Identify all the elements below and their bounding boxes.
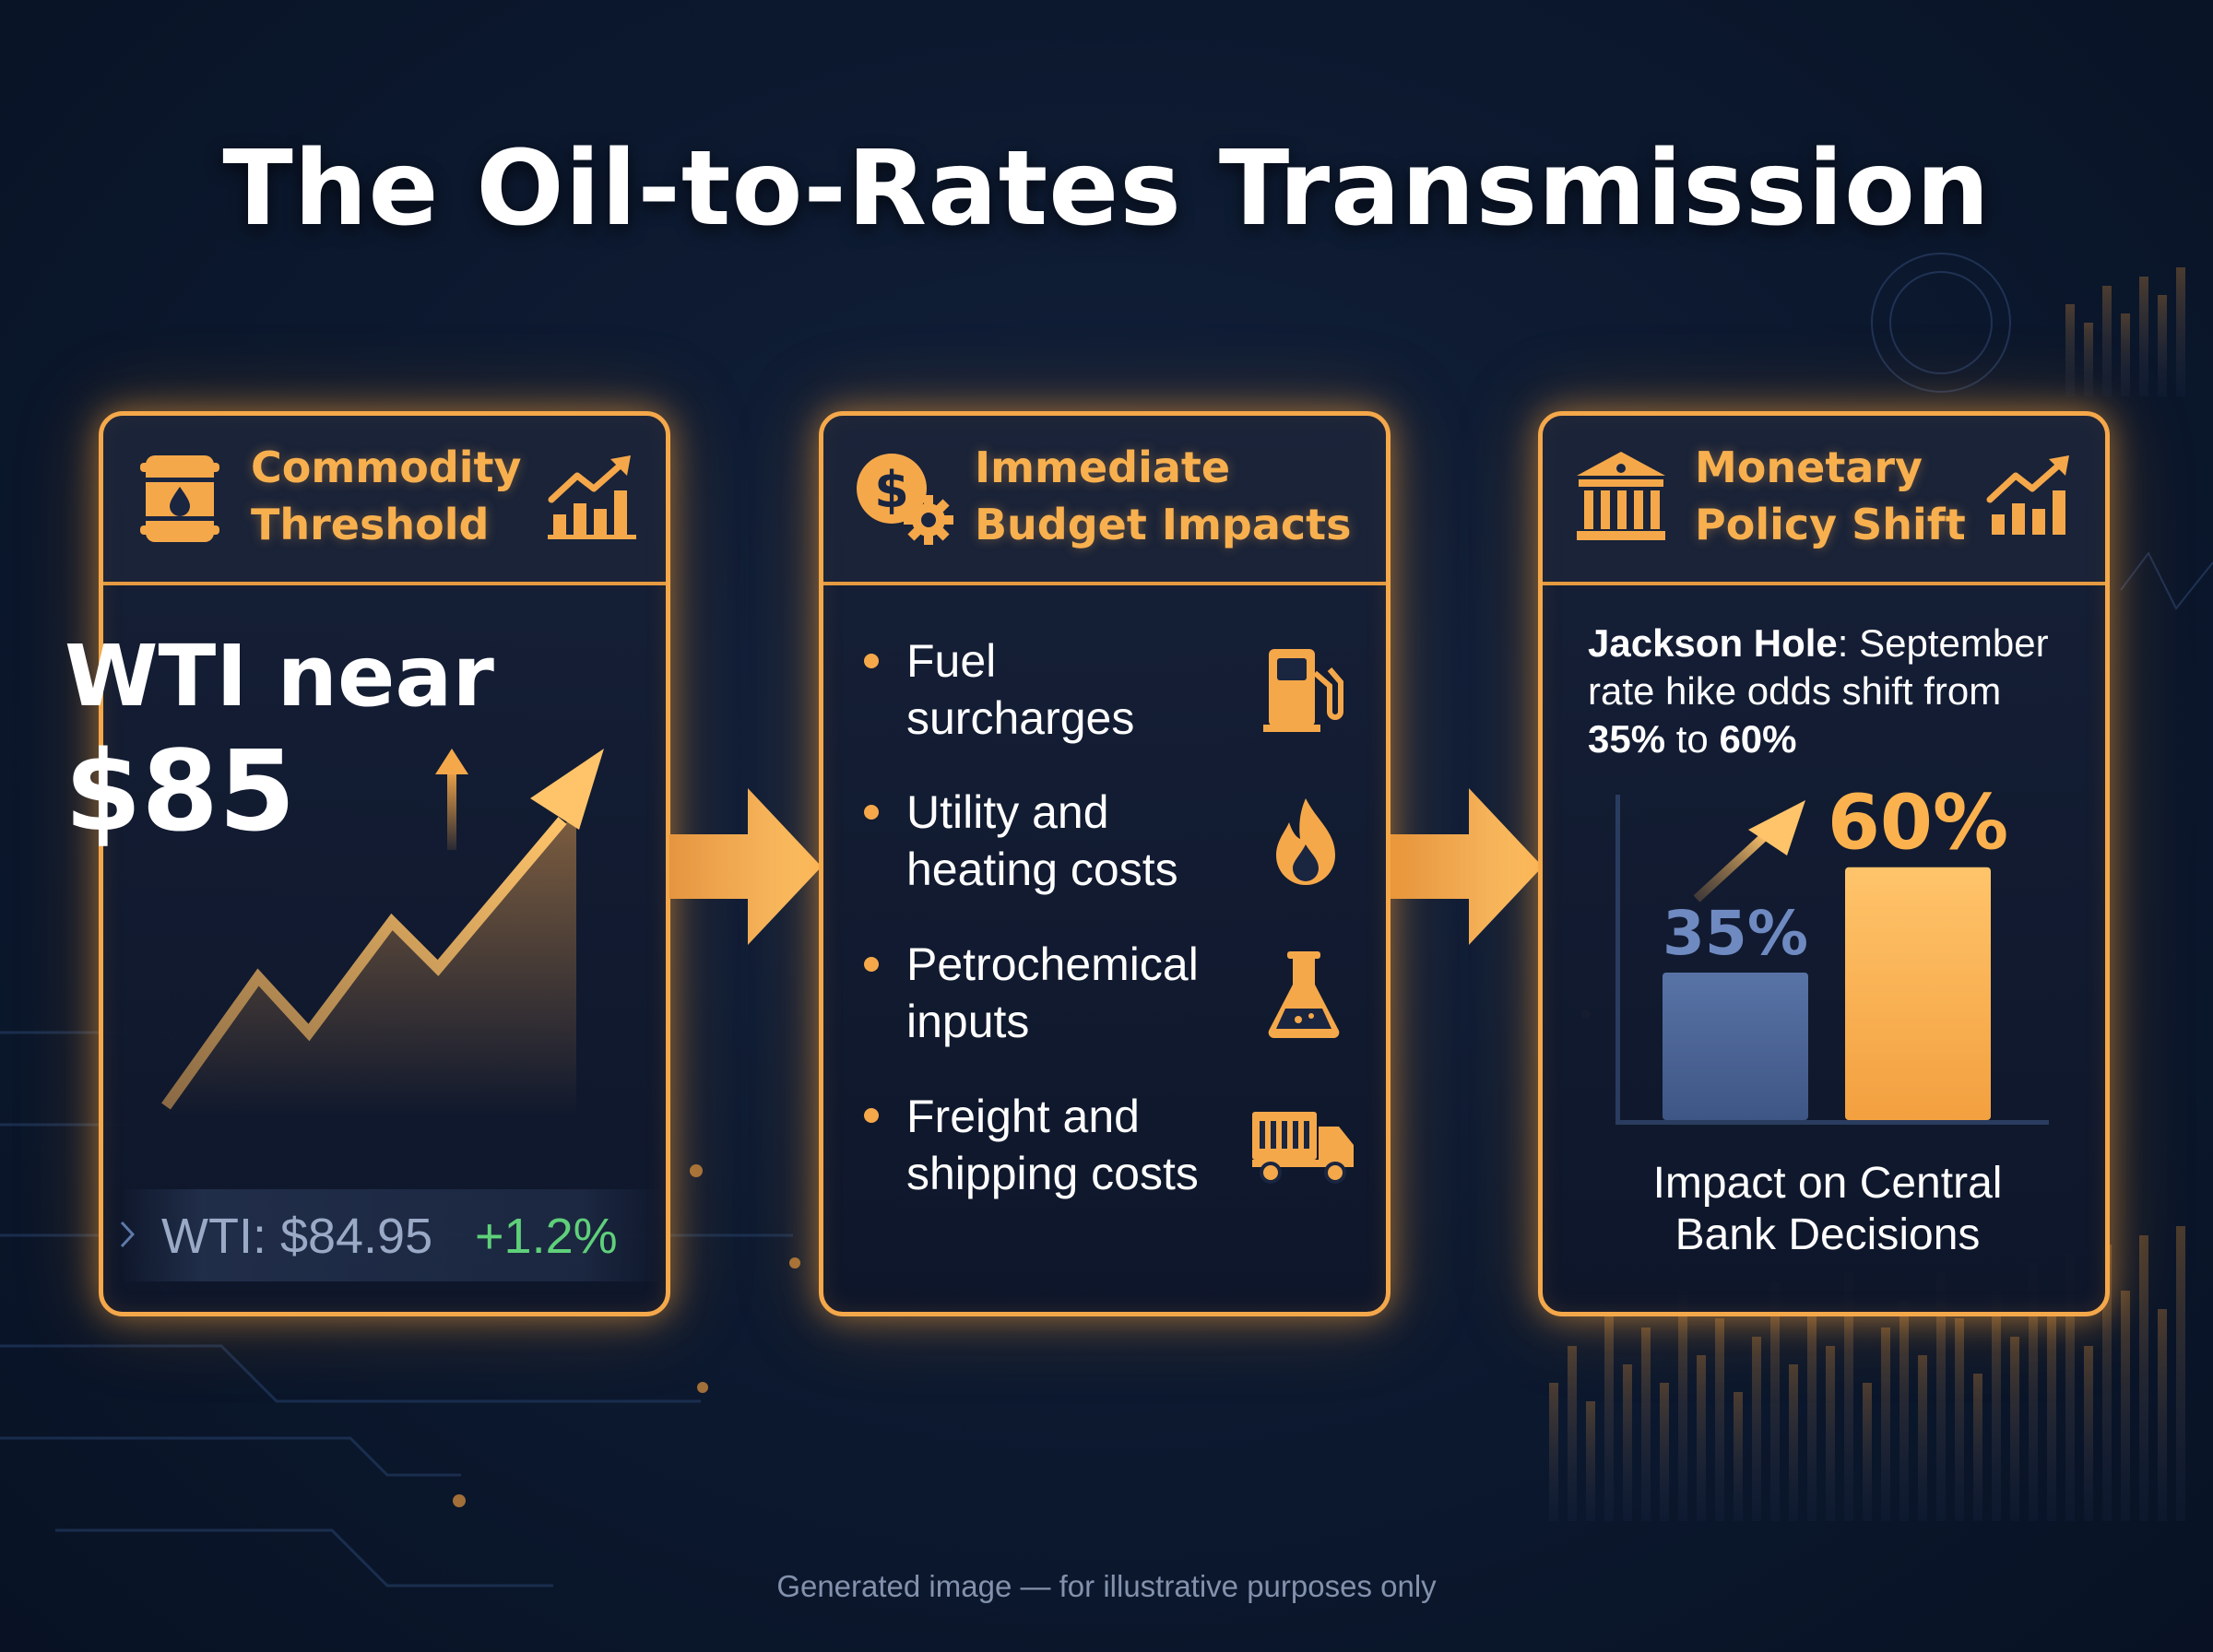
- chart-bar: [1845, 867, 1991, 1120]
- flask-icon: [1268, 951, 1340, 1039]
- chart-bar-value-label: 35%: [1663, 898, 1808, 969]
- connector-arrow-1: [669, 788, 822, 945]
- list-item-line2: inputs: [906, 996, 1030, 1047]
- bullet-dot: [864, 957, 879, 972]
- chart-caption: Impact on Central Bank Decisions: [1538, 1158, 2117, 1261]
- bullet-dot: [864, 805, 879, 820]
- list-item-line1: Fuel: [906, 635, 997, 687]
- flame-icon: [1276, 798, 1335, 885]
- trend-arrow-icon: [1693, 831, 1770, 903]
- chart-bar-value-label: 60%: [1828, 780, 2008, 867]
- text-part: to: [1665, 717, 1720, 761]
- panel-title-line1: Monetary: [1695, 442, 1923, 492]
- list-item-line1: Petrochemical: [906, 938, 1199, 990]
- ticker-change: +1.2%: [475, 1209, 618, 1264]
- chart-bar: [1663, 973, 1808, 1120]
- panel-title: Monetary Policy Shift: [1695, 439, 1966, 553]
- list-item-line2: shipping costs: [906, 1148, 1199, 1199]
- headline-value: $85: [65, 728, 296, 856]
- panel-title-line1: Immediate: [975, 442, 1231, 492]
- truck-icon: [1252, 1112, 1354, 1184]
- panel-title: Immediate Budget Impacts: [975, 439, 1352, 553]
- text-part: : September rate hike odds shift from: [1588, 621, 2049, 713]
- bullet-dot: [864, 654, 879, 668]
- rising-bar-chart-icon: [1986, 455, 2069, 535]
- rising-bar-chart-icon: [548, 455, 636, 539]
- text-bold: Jackson Hole: [1588, 621, 1838, 665]
- x-axis: [1615, 1120, 2049, 1125]
- panel-title: Commodity Threshold: [251, 439, 522, 553]
- svg-text:$: $: [874, 461, 909, 519]
- footer-disclaimer: Generated image — for illustrative purpo…: [776, 1569, 1437, 1603]
- list-item: Petrochemical inputs: [906, 936, 1199, 1050]
- trend-arrow-head: [1748, 800, 1805, 856]
- price-ticker: WTI: $84.95 +1.2%: [120, 1189, 664, 1281]
- price-trend-graphic: [161, 749, 604, 1115]
- list-item: Utility and heating costs: [906, 784, 1178, 898]
- ticker-price: WTI: $84.95: [161, 1209, 433, 1264]
- panel-title-line1: Commodity: [251, 442, 522, 492]
- connector-arrow-2: [1391, 788, 1543, 945]
- ticker-arrow-icon: [120, 1221, 135, 1248]
- jackson-hole-text: Jackson Hole: September rate hike odds s…: [1588, 620, 2067, 763]
- text-bold: 60%: [1719, 717, 1797, 761]
- oil-barrel-icon: [140, 455, 219, 542]
- dollar-gear-icon: $: [857, 454, 953, 545]
- bullet-dot: [864, 1108, 879, 1123]
- y-axis: [1615, 795, 1620, 1123]
- headline-label: WTI near: [65, 627, 494, 726]
- panel-monetary-policy: [1538, 411, 2110, 1316]
- list-item-line2: heating costs: [906, 844, 1178, 895]
- panel-title-line2: Threshold: [251, 500, 490, 549]
- rate-hike-odds-chart: 35% 60%: [1615, 780, 2049, 1125]
- bank-icon: [1577, 452, 1665, 540]
- fuel-pump-icon: [1263, 649, 1343, 732]
- caption-line1: Impact on Central: [1652, 1159, 2003, 1208]
- up-arrow-icon: [435, 749, 468, 850]
- panel-title-line2: Budget Impacts: [975, 500, 1352, 549]
- list-item: Freight and shipping costs: [906, 1088, 1199, 1202]
- list-item-line1: Utility and: [906, 786, 1109, 838]
- page-title: The Oil-to-Rates Transmission: [222, 129, 1991, 249]
- list-item-line1: Freight and: [906, 1091, 1140, 1142]
- list-item-line2: surcharges: [906, 692, 1135, 744]
- caption-line2: Bank Decisions: [1675, 1210, 1981, 1259]
- list-item: Fuel surcharges: [906, 632, 1134, 747]
- panel-title-line2: Policy Shift: [1695, 500, 1966, 549]
- text-bold: 35%: [1588, 717, 1666, 761]
